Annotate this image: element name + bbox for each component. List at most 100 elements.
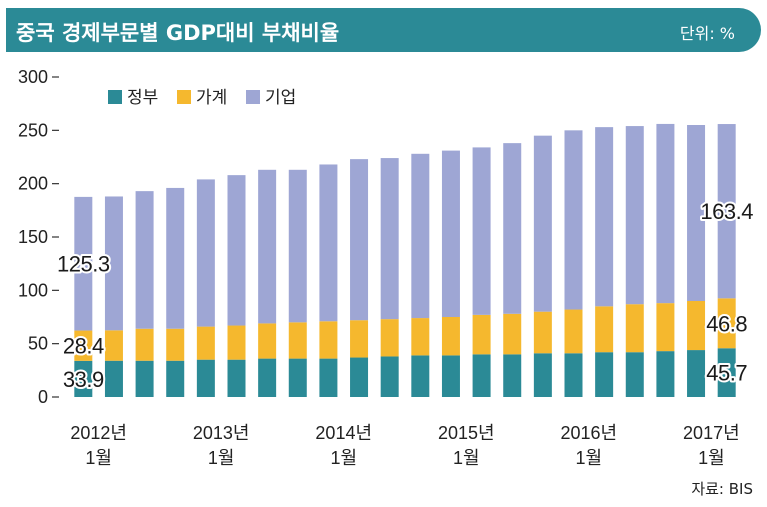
bar-segment [441, 317, 460, 356]
bar-segment [227, 325, 246, 360]
bar-segment [411, 355, 430, 397]
x-tick-label-month: 1월 [698, 448, 725, 468]
bar-segment [564, 130, 583, 310]
y-tick-label: 150 [18, 227, 48, 247]
bar-segment [717, 348, 736, 397]
data-label: 28.4 [63, 334, 104, 359]
bar-segment [687, 350, 706, 397]
y-tick-label: 0 [38, 387, 48, 407]
y-tick-label: 50 [28, 334, 48, 354]
bar-segment [166, 328, 185, 361]
bar-segment [380, 319, 399, 357]
bar-segment [227, 359, 246, 397]
bar-segment [258, 358, 277, 397]
bar-segment [533, 311, 552, 354]
bar-segment [74, 330, 93, 361]
bar-segment [717, 298, 736, 349]
data-label: 125.3 [57, 252, 110, 277]
legend-swatch [177, 90, 191, 104]
data-label: 163.4 [700, 199, 753, 224]
bar-segment [135, 328, 154, 361]
bar-segment [503, 143, 522, 314]
bar-segment [441, 150, 460, 317]
bar-segment [104, 330, 123, 361]
x-tick-label-year: 2013년 [193, 423, 250, 443]
x-tick-label-month: 1월 [453, 448, 480, 468]
x-tick-label-year: 2015년 [438, 423, 495, 443]
bar-segment [288, 322, 307, 359]
bar-segment [196, 326, 215, 360]
y-tick-label: 300 [18, 67, 48, 87]
x-tick-label-month: 1월 [208, 448, 235, 468]
bar-segment [380, 356, 399, 397]
bar-segment [687, 125, 706, 301]
bar-segment [472, 314, 491, 355]
x-tick-label-month: 1월 [330, 448, 357, 468]
bar-segment [472, 147, 491, 315]
bar-segment [350, 320, 369, 358]
x-tick-label-year: 2017년 [683, 423, 740, 443]
bar-segment [564, 309, 583, 354]
y-tick-label: 250 [18, 120, 48, 140]
bar-segment [319, 164, 338, 322]
bar-segment [411, 318, 430, 356]
bar-segment [288, 358, 307, 397]
bar-segment [104, 360, 123, 397]
unit-label: 단위: % [679, 24, 735, 43]
y-tick-label: 200 [18, 174, 48, 194]
bar-segment [625, 352, 644, 397]
bar-segment [319, 358, 338, 397]
bar-segment [625, 126, 644, 305]
bar-segment [687, 301, 706, 351]
bar-segment [166, 360, 185, 397]
bar-segment [503, 354, 522, 397]
chart-header: 중국 경제부문별 GDP대비 부채비율 단위: % [6, 8, 761, 52]
bar-segment [135, 191, 154, 329]
bar-segment [656, 303, 675, 352]
bar-segment [74, 196, 93, 331]
bar-segment [595, 352, 614, 397]
bar-segment [319, 321, 338, 359]
bar-segment [196, 179, 215, 327]
bar-segment [288, 169, 307, 323]
x-tick-label-year: 2012년 [70, 423, 127, 443]
legend-label: 기업 [265, 88, 296, 107]
bar-segment [104, 196, 123, 331]
bar-segment [411, 153, 430, 319]
bar-segment [533, 353, 552, 397]
bar-segment [227, 175, 246, 326]
x-tick-label-year: 2014년 [315, 423, 372, 443]
bar-segment [74, 360, 93, 397]
data-label: 33.9 [63, 367, 104, 392]
data-label: 46.8 [706, 311, 747, 336]
bar-segment [656, 123, 675, 304]
bar-segment [533, 135, 552, 312]
data-label: 45.7 [706, 361, 747, 386]
bar-segment [595, 306, 614, 353]
bar-segment [441, 355, 460, 397]
bar-segment [472, 354, 491, 397]
bar-segment [258, 169, 277, 324]
bar-segment [350, 159, 369, 321]
bar-segment [564, 353, 583, 397]
bar-segment [503, 313, 522, 355]
legend-swatch [246, 90, 260, 104]
bar-segment [380, 158, 399, 320]
legend-label: 가계 [196, 88, 227, 107]
legend-swatch [108, 90, 122, 104]
bar-segment [717, 124, 736, 299]
bar-segment [166, 187, 185, 329]
bar-segment [656, 351, 675, 397]
x-tick-label-year: 2016년 [561, 423, 618, 443]
bar-segment [625, 304, 644, 353]
bar-segment [196, 359, 215, 397]
source-note: 자료: BIS [691, 480, 753, 498]
y-tick-label: 100 [18, 280, 48, 300]
bar-segment [258, 323, 277, 359]
legend-label: 정부 [127, 88, 158, 107]
x-tick-label-month: 1월 [576, 448, 603, 468]
chart-title: 중국 경제부문별 GDP대비 부채비율 [16, 21, 340, 45]
bar-segment [595, 127, 614, 307]
bar-segment [350, 357, 369, 397]
